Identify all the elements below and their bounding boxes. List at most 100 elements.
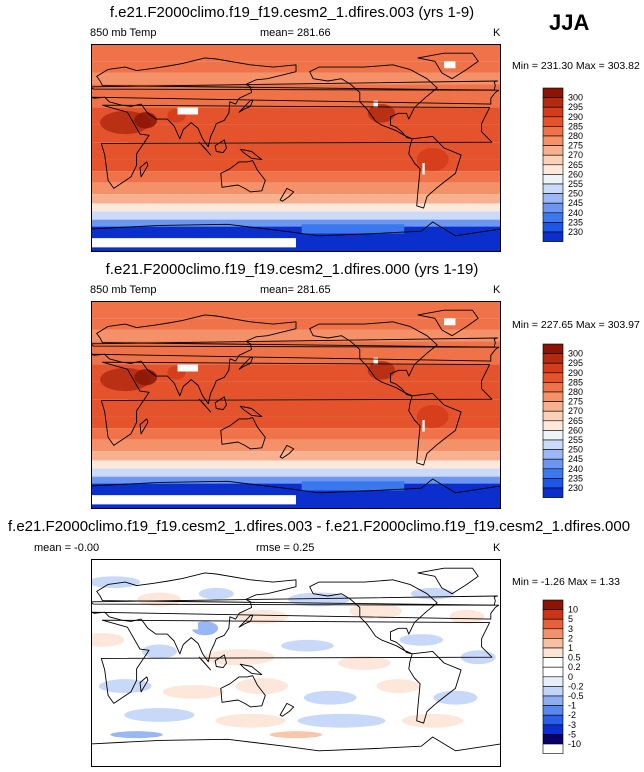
panel3-coastline [214,654,227,669]
panel1-warm-anomaly [367,104,396,123]
panel2-units-label: K [493,284,501,296]
panel1-map-frame [91,44,501,252]
panel1-missing-data [373,100,378,108]
panel2-mean-label: mean= 281.65 [260,284,331,296]
panel3-colorbar-tick-label: 10 [568,605,578,615]
panel1-minmax-label: Min = 231.30 Max = 303.82 [512,60,640,72]
panel1-coastline [198,141,212,156]
panel1-mean-label: mean= 281.66 [260,27,331,39]
panel2-coastline [309,321,438,397]
season-label: JJA [549,10,590,35]
panel1-colorbar-box [542,87,564,98]
panel3-difference-patch [410,587,455,600]
panel2-colorbar-box [542,391,564,402]
panel1-colorbar-box [542,97,564,108]
panel1-colorbar-tick-label: 250 [568,189,583,199]
panel1-colorbar-tick-label: 295 [568,102,583,112]
panel2-missing-data [91,495,296,505]
panel3-colorbar-tick-label: 0.2 [568,662,581,672]
panel2-colorbar-tick-label: 250 [568,445,583,455]
panel2-colorbar-box [542,362,564,374]
panel3-difference-patch [402,713,464,728]
panel1-colorbar-box [542,193,564,204]
panel2-colorbar-box [542,353,564,364]
panel3-coastline [220,675,266,708]
panel2-colorbar-box [542,430,564,441]
panel3-colorbar: 10 5 3 2 1 0.5 0.2 0 -0.2 -0.5 -1 -2 -3 -5 -10 [540,598,610,763]
panel1-temperature-band [91,219,501,227]
panel3-colorbar-box [542,599,564,610]
panel1-missing-data [444,61,456,69]
panel2-colorbar-tick-label: 260 [568,425,583,435]
panel2-coastline [139,418,149,435]
panel1-coastline [100,104,493,189]
panel3-colorbar-box [542,666,564,678]
panel2-temperature-band [91,428,501,440]
panel3-difference-patch [137,592,182,607]
panel3-colorbar-tick-label: -5 [568,729,576,739]
panel2-temperature-band [91,399,501,417]
panel1-units-label: K [493,27,501,39]
panel3-colorbar-tick-label: -2 [568,710,576,720]
panel2-coastline [91,337,499,348]
panel2-coastline [238,357,254,370]
panel2-temperature-band [91,329,501,342]
panel3-colorbar-box [542,686,564,697]
panel3-colorbar-box [542,628,564,639]
panel1-colorbar-tick-label: 260 [568,169,583,179]
panel3-map [91,559,501,767]
panel1-missing-data [177,107,199,115]
panel2-colorbar-box [542,343,564,354]
panel1-colorbar-tick-label: 280 [568,131,583,141]
panel3-missing-data [373,615,378,623]
panel1-variable-label: 850 mb Temp [90,27,157,39]
panel2-temperature-band [91,353,501,365]
panel2-coastline [198,398,212,413]
panel1-antarctic-cold [301,224,405,234]
panel2-warm-anomaly [416,405,449,429]
panel1-title: f.e21.F2000climo.f19_f19.cesm2_1.dfires.… [109,4,475,21]
panel1-colorbar-box [542,164,564,175]
panel2-coastline [279,444,295,459]
panel3-difference-patch [449,609,485,624]
panel3-difference-patch [110,731,163,739]
panel1-coastline [238,100,254,113]
panel3-colorbar-tick-label: 5 [568,614,573,624]
panel3-difference-patch [98,679,152,694]
panel1-colorbar-box [542,202,564,214]
panel1-coastline [408,135,462,209]
panel3-colorbar-box [542,657,564,668]
panel2-temperature-band [91,468,501,477]
panel3-coastline [139,676,149,693]
panel1-missing-data [91,238,296,248]
panel2-colorbar-box [542,478,564,489]
panel3-colorbar-box [542,724,564,735]
panel3-rmse-label: rmse = 0.25 [256,542,315,554]
panel1-colorbar-tick-label: 235 [568,217,583,227]
panel1-colorbar-tick-label: 240 [568,208,583,218]
panel3-colorbar-tick-label: -1 [568,701,576,711]
panel1-colorbar-box [542,126,564,137]
panel1-colorbar-tick-label: 270 [568,150,583,160]
panel2-colorbar-tick-label: 265 [568,416,583,426]
panel1-colorbar-tick-label: 230 [568,227,583,237]
panel1-coastline [239,148,263,161]
panel3-colorbar-tick-label: 1 [568,643,573,653]
panel3-difference-patch [433,690,478,705]
panel2-colorbar-box [542,439,564,450]
panel2-colorbar-tick-label: 280 [568,387,583,397]
panel3-colorbar-tick-label: 0.5 [568,653,581,663]
panel3-colorbar-tick-label: 0 [568,672,573,682]
panel3-map-svg [91,559,501,767]
panel1-colorbar-tick-label: 245 [568,198,583,208]
panel2-colorbar-tick-label: 235 [568,473,583,483]
panel2-antarctic-cold [301,481,405,491]
panel1-temperature-band [91,124,501,143]
panel3-colorbar-box [542,676,564,687]
panel2-colorbar-box [542,458,564,470]
panel3-difference-patch [303,690,357,705]
panel2-colorbar-tick-label: 275 [568,397,583,407]
panel1-colorbar-tick-label: 265 [568,160,583,170]
panel1-warm-anomaly [416,148,449,172]
panel1-colorbar-box [542,116,564,127]
